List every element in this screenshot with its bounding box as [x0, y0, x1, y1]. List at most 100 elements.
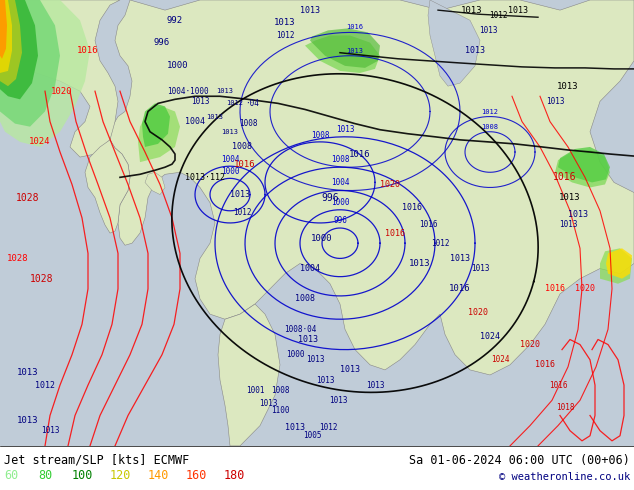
Text: 1013: 1013	[316, 375, 334, 385]
Text: 1028: 1028	[16, 193, 40, 202]
Text: 160: 160	[186, 469, 207, 482]
Text: 1013: 1013	[479, 26, 497, 35]
Text: 1012: 1012	[430, 239, 450, 248]
Text: 1013: 1013	[41, 426, 59, 435]
Text: 1008·04: 1008·04	[284, 325, 316, 334]
Text: 1016: 1016	[418, 220, 437, 229]
Text: 1016: 1016	[553, 172, 577, 182]
Text: 1013: 1013	[300, 5, 320, 15]
Text: 1016: 1016	[77, 46, 99, 55]
Text: 1013: 1013	[17, 416, 39, 425]
Polygon shape	[0, 0, 12, 73]
Text: 1004: 1004	[331, 178, 349, 188]
Text: 1013: 1013	[340, 366, 360, 374]
Text: Jet stream/SLP [kts] ECMWF: Jet stream/SLP [kts] ECMWF	[4, 454, 190, 467]
Text: 1001: 1001	[246, 386, 264, 394]
Polygon shape	[0, 0, 90, 147]
Text: 1013: 1013	[410, 259, 430, 268]
Text: 1016: 1016	[385, 228, 405, 238]
Text: 1013: 1013	[557, 82, 579, 91]
Polygon shape	[305, 35, 380, 73]
Text: 1013: 1013	[275, 18, 295, 27]
Text: 1013·112: 1013·112	[185, 173, 225, 182]
Text: 1100: 1100	[271, 406, 289, 415]
Polygon shape	[558, 147, 610, 182]
Text: 1012: 1012	[35, 381, 55, 390]
Text: © weatheronline.co.uk: © weatheronline.co.uk	[499, 472, 630, 482]
Text: 996: 996	[321, 193, 339, 202]
Text: 1013: 1013	[298, 335, 318, 344]
Text: 1013: 1013	[329, 396, 347, 405]
Text: 1004: 1004	[185, 117, 205, 126]
Text: 1008: 1008	[239, 119, 257, 128]
Text: 1016: 1016	[545, 284, 565, 294]
Polygon shape	[0, 0, 7, 59]
Text: 996: 996	[333, 216, 347, 225]
Text: 1013: 1013	[450, 254, 470, 263]
Text: 1013: 1013	[508, 5, 528, 15]
Polygon shape	[555, 150, 610, 188]
Text: 1016: 1016	[234, 160, 256, 169]
Text: 1013: 1013	[366, 381, 384, 390]
Text: 1008: 1008	[271, 386, 289, 394]
Text: 1018: 1018	[556, 403, 574, 412]
Polygon shape	[0, 0, 60, 127]
Text: 1013: 1013	[285, 423, 305, 432]
Text: 1004·1000: 1004·1000	[167, 87, 209, 96]
Text: 1013: 1013	[336, 125, 354, 134]
Polygon shape	[142, 103, 170, 147]
Text: 1008: 1008	[232, 143, 252, 151]
Text: 140: 140	[148, 469, 169, 482]
Polygon shape	[0, 0, 22, 86]
Text: 1013: 1013	[471, 264, 489, 273]
Text: ·04: ·04	[245, 99, 259, 108]
Text: 996: 996	[154, 38, 170, 47]
Text: 1013: 1013	[559, 193, 581, 202]
Text: 1008: 1008	[481, 123, 498, 130]
Text: 1020: 1020	[468, 308, 488, 317]
Text: Sa 01-06-2024 06:00 UTC (00+06): Sa 01-06-2024 06:00 UTC (00+06)	[409, 454, 630, 467]
Text: 1005: 1005	[303, 431, 321, 441]
Polygon shape	[310, 28, 380, 68]
Text: 1000: 1000	[221, 167, 239, 176]
Text: 1020: 1020	[51, 87, 73, 96]
Text: 1013: 1013	[347, 48, 363, 54]
Polygon shape	[428, 0, 480, 86]
Text: 1008: 1008	[295, 294, 315, 303]
Polygon shape	[110, 0, 634, 375]
Polygon shape	[85, 140, 130, 233]
Polygon shape	[218, 304, 280, 446]
Text: 1013: 1013	[216, 88, 233, 94]
Text: 1016: 1016	[349, 149, 371, 159]
Text: 1000: 1000	[331, 198, 349, 207]
Text: 1012: 1012	[226, 100, 243, 106]
Text: 1012: 1012	[489, 11, 507, 20]
Text: 100: 100	[72, 469, 93, 482]
Text: 1020: 1020	[380, 180, 400, 189]
Text: 1008: 1008	[311, 131, 329, 140]
Text: 992: 992	[167, 16, 183, 25]
Polygon shape	[600, 248, 632, 284]
Text: 1012: 1012	[233, 208, 251, 218]
Text: 1024: 1024	[480, 332, 500, 341]
Text: 1016: 1016	[535, 360, 555, 369]
Text: 1024: 1024	[29, 137, 51, 147]
Text: 1004: 1004	[221, 155, 239, 164]
Text: 1013: 1013	[17, 368, 39, 377]
Text: 1028: 1028	[7, 254, 29, 263]
Text: 1000: 1000	[286, 350, 304, 359]
Text: 1016: 1016	[347, 24, 363, 30]
Text: 1013: 1013	[230, 190, 250, 199]
Text: 1016: 1016	[402, 203, 422, 212]
Text: 1013: 1013	[462, 5, 482, 15]
Text: 1013: 1013	[207, 114, 224, 120]
Text: 1013: 1013	[559, 220, 577, 229]
Text: 80: 80	[38, 469, 52, 482]
Polygon shape	[0, 0, 38, 99]
Text: 1020: 1020	[575, 284, 595, 294]
Text: 1013: 1013	[259, 399, 277, 408]
Text: 1013: 1013	[465, 46, 485, 55]
Text: 1013: 1013	[306, 355, 324, 364]
Text: 180: 180	[224, 469, 245, 482]
Text: 1020: 1020	[520, 340, 540, 349]
